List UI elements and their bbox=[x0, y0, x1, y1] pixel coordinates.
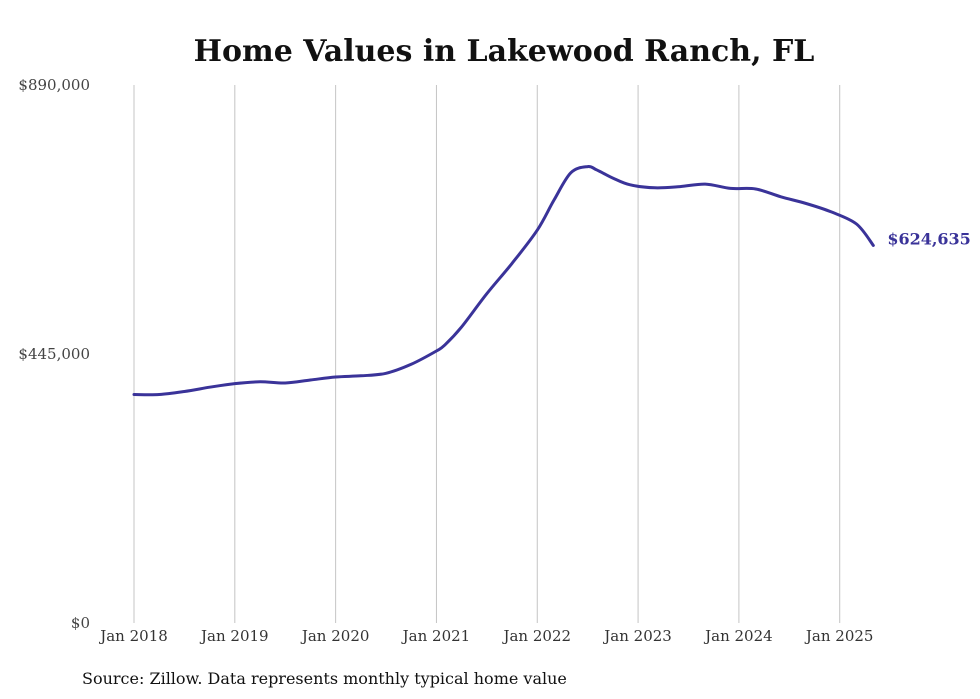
y-tick-label: $890,000 bbox=[18, 76, 90, 94]
x-tick-label: Jan 2019 bbox=[199, 627, 269, 645]
end-value-label: $624,635 bbox=[887, 229, 971, 248]
x-tick-label: Jan 2022 bbox=[501, 627, 571, 645]
x-tick-label: Jan 2018 bbox=[98, 627, 168, 645]
y-axis-ticks: $0 $445,000 $890,000 bbox=[18, 76, 90, 632]
home-value-line bbox=[132, 165, 875, 397]
x-axis-ticks: Jan 2018 Jan 2019 Jan 2020 Jan 2021 Jan 2022… bbox=[98, 627, 873, 645]
y-tick-label: $445,000 bbox=[18, 345, 90, 363]
x-tick-label: Jan 2025 bbox=[804, 627, 874, 645]
y-tick-label: $0 bbox=[71, 614, 90, 632]
x-tick-label: Jan 2023 bbox=[602, 627, 672, 645]
x-tick-label: Jan 2021 bbox=[401, 627, 471, 645]
x-tick-label: Jan 2020 bbox=[300, 627, 370, 645]
gridlines bbox=[133, 85, 841, 623]
chart-title: Home Values in Lakewood Ranch, FL bbox=[194, 34, 815, 69]
x-tick-label: Jan 2024 bbox=[703, 627, 773, 645]
source-note: Source: Zillow. Data represents monthly … bbox=[82, 669, 567, 688]
